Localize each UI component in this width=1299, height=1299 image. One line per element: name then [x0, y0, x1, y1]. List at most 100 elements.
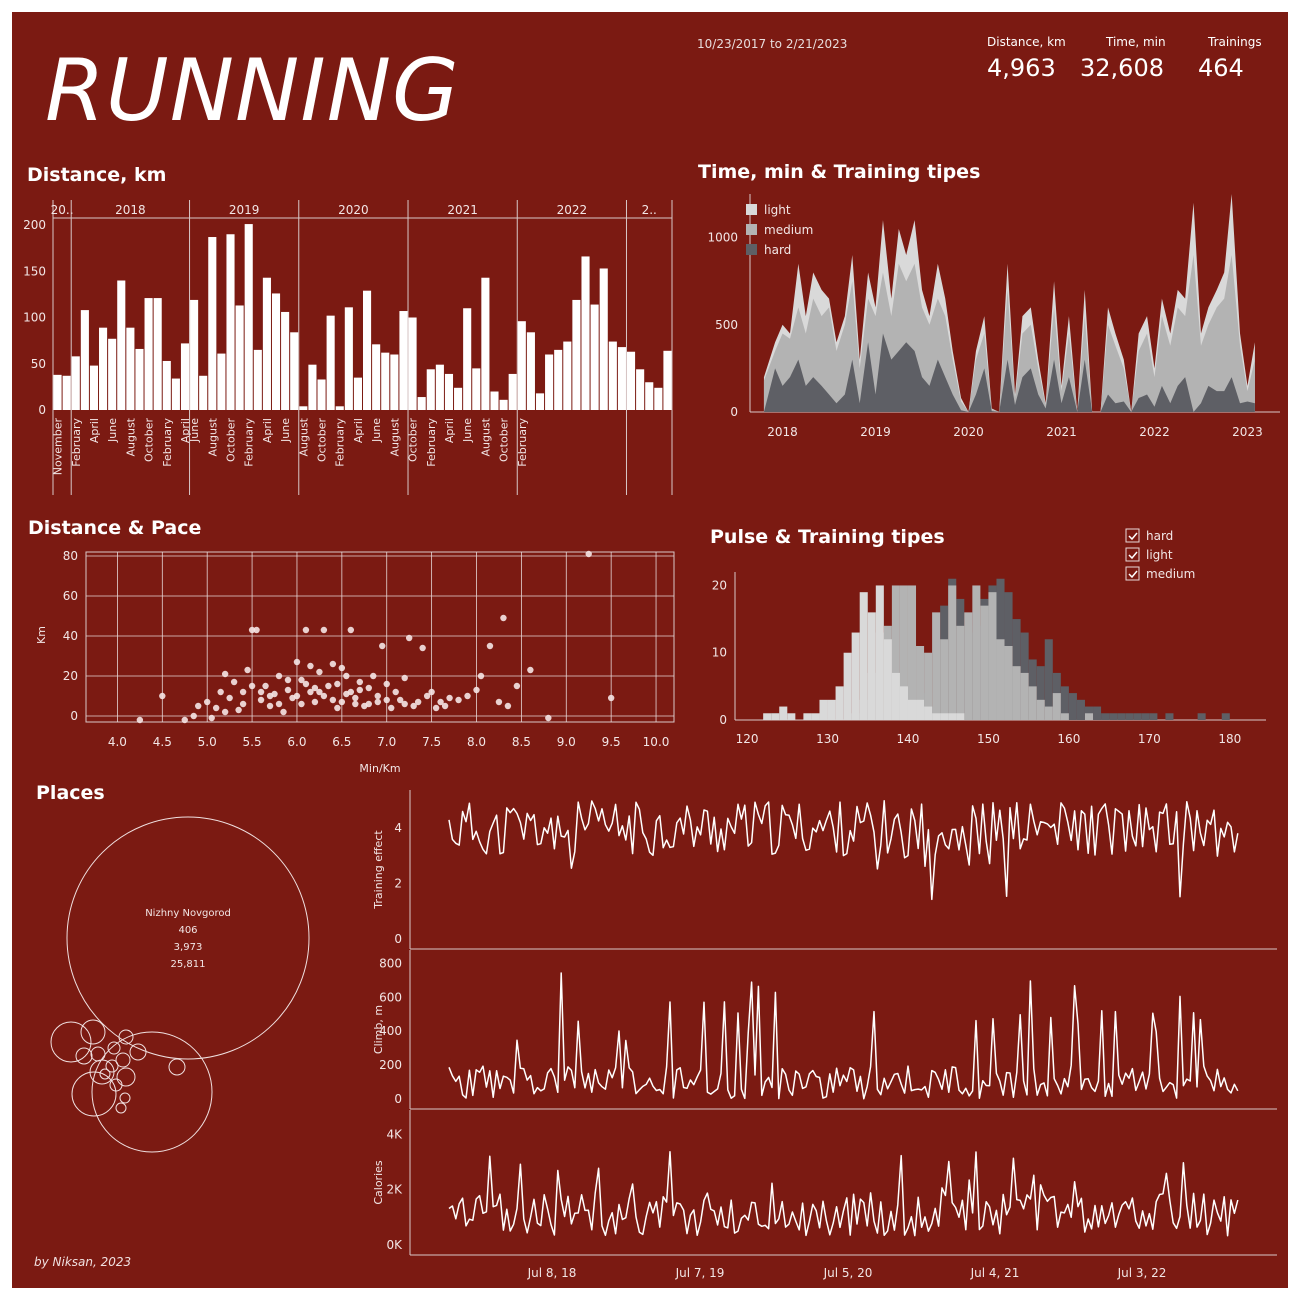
- kpi-distance-label: Distance, km: [987, 35, 1066, 49]
- pulse-bar-hard: [1221, 713, 1230, 720]
- pulse-bar-medium: [924, 652, 933, 720]
- pace-point: [159, 692, 166, 700]
- pulse-bar-medium: [932, 612, 941, 720]
- time-legend-label: medium: [764, 223, 813, 237]
- pace-point: [365, 684, 372, 692]
- pulse-bar-light: [932, 713, 941, 720]
- pulse-y-tick: 0: [719, 713, 727, 727]
- timeline-y-tick: 0K: [386, 1238, 403, 1252]
- pulse-bar-medium: [907, 585, 917, 720]
- distance-month-label: April: [88, 418, 101, 443]
- pace-point: [248, 626, 256, 634]
- distance-bar: [126, 327, 135, 410]
- distance-month-label: June: [279, 418, 292, 443]
- pace-point: [280, 708, 287, 716]
- distance-bar: [180, 343, 190, 410]
- pulse-x-tick: 120: [736, 732, 759, 746]
- distance-bar: [626, 351, 636, 410]
- pace-x-tick: 8.5: [512, 735, 531, 749]
- pulse-legend-checkbox: [1125, 547, 1140, 562]
- page-title: RUNNING: [45, 41, 460, 141]
- distance-month-label: April: [179, 418, 192, 443]
- pace-point: [284, 686, 292, 694]
- distance-bar: [526, 332, 535, 410]
- charts-canvas: 20.. 2018 2019 2020 2021 2022 2..050100150200N…: [23, 194, 1280, 1280]
- pace-point: [585, 550, 592, 558]
- timeline-y-label: Climb, m: [372, 1005, 385, 1054]
- distance-bar: [408, 317, 417, 410]
- pace-x-tick: 7.5: [422, 735, 441, 749]
- check-icon: [1128, 570, 1138, 579]
- distance-bar: [335, 406, 344, 410]
- pulse-x-tick: 160: [1057, 732, 1080, 746]
- pace-point: [266, 702, 274, 710]
- places-bubble: [99, 1068, 111, 1080]
- pace-point: [307, 688, 314, 696]
- distance-month-label: October: [225, 418, 238, 462]
- pulse-bar-hard: [1109, 713, 1118, 720]
- distance-month-label: October: [407, 418, 420, 462]
- pulse-bar-hard: [1093, 706, 1102, 720]
- time-x-tick: 2018: [767, 425, 798, 439]
- pulse-x-tick: 170: [1138, 732, 1161, 746]
- distance-month-label: October: [316, 418, 329, 462]
- distance-bar: [481, 277, 490, 410]
- pace-point: [545, 714, 552, 722]
- pace-y-tick: 80: [63, 549, 78, 563]
- pace-point: [320, 692, 328, 700]
- pace-point: [293, 658, 301, 666]
- pace-point: [352, 694, 359, 702]
- pulse-bar-hard: [1117, 713, 1126, 720]
- time-legend-swatch-light: [746, 204, 757, 215]
- distance-bar: [317, 379, 326, 410]
- date-range: 10/23/2017 to 2/21/2023: [697, 37, 848, 51]
- pace-point: [441, 702, 449, 710]
- pace-point: [230, 678, 238, 686]
- distance-bar: [290, 332, 299, 410]
- distance-month-label: April: [443, 418, 456, 443]
- pace-x-tick: 5.5: [243, 735, 262, 749]
- pace-point: [320, 626, 328, 634]
- pace-point: [257, 688, 265, 696]
- pulse-bar-light: [803, 713, 812, 720]
- pace-x-tick: 10.0: [643, 735, 670, 749]
- pace-point: [298, 700, 305, 708]
- timeline-y-tick: 4: [394, 821, 402, 835]
- distance-bar: [581, 256, 590, 410]
- distance-month-label: February: [516, 418, 529, 467]
- pace-point: [401, 700, 408, 708]
- timeline-y-label: Calories: [372, 1160, 385, 1205]
- pulse-bar-light: [916, 699, 925, 720]
- pace-x-tick: 4.0: [108, 735, 127, 749]
- distance-bar: [244, 224, 253, 410]
- pace-y-tick: 20: [63, 669, 78, 683]
- distance-bar: [554, 349, 563, 410]
- time-y-tick: 0: [730, 405, 738, 419]
- pulse-bar-light: [867, 612, 876, 720]
- pace-point: [329, 660, 337, 668]
- pulse-bar-hard: [1101, 713, 1110, 720]
- pulse-bar-hard: [1197, 713, 1206, 720]
- distance-bar: [499, 399, 508, 410]
- distance-month-label: August: [124, 417, 137, 456]
- pulse-legend-label: medium: [1146, 567, 1195, 581]
- timeline-y-label: Training effect: [372, 830, 385, 910]
- distance-month-label: October: [498, 418, 511, 462]
- pace-point: [235, 706, 242, 714]
- time-y-tick: 500: [715, 318, 738, 332]
- pulse-bar-light: [835, 686, 844, 720]
- pace-point: [334, 680, 341, 688]
- pulse-bar-light: [763, 713, 772, 720]
- distance-year-label: 20..: [51, 203, 74, 217]
- distance-bar: [517, 321, 526, 410]
- places-bubble: [107, 1041, 121, 1055]
- distance-year-label: 2..: [642, 203, 657, 217]
- distance-bar: [508, 373, 517, 410]
- pulse-legend-label: hard: [1146, 529, 1173, 543]
- timeline-x-tick: Jul 3, 22: [1117, 1266, 1167, 1280]
- pulse-bar-light: [843, 652, 852, 720]
- distance-year-label: 2018: [115, 203, 146, 217]
- pace-point: [190, 712, 197, 720]
- pulse-bar-medium: [891, 585, 900, 720]
- pace-point: [347, 626, 355, 634]
